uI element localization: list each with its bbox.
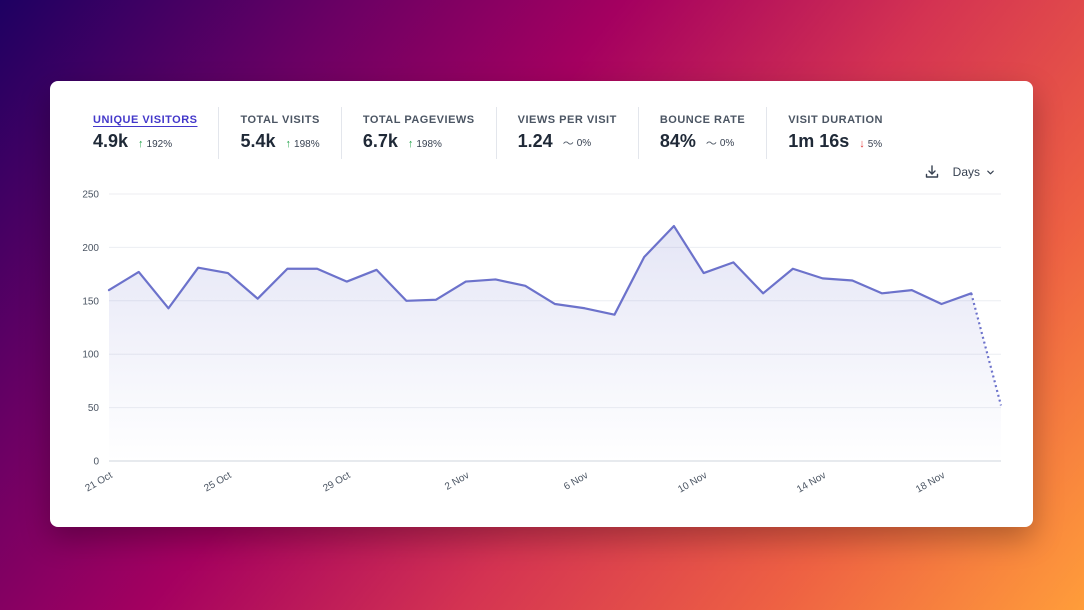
chevron-down-icon: [987, 170, 994, 174]
data-point[interactable]: [611, 312, 617, 318]
stat-value: 4.9k: [93, 131, 129, 151]
y-tick-label: 0: [93, 457, 99, 468]
data-point[interactable]: [463, 279, 469, 285]
data-point[interactable]: [939, 301, 945, 307]
x-tick-label: 29 Oct: [321, 470, 352, 494]
stat-value: 1.24: [517, 131, 553, 151]
stat-change-value: 198%: [416, 138, 442, 150]
stat-change-value: 5%: [867, 138, 883, 150]
data-point[interactable]: [582, 305, 588, 311]
stat-label: Visit duration: [788, 114, 883, 126]
data-point[interactable]: [760, 290, 766, 296]
data-point[interactable]: [255, 296, 261, 302]
stat-visit-duration[interactable]: Visit duration 1m 16s ↓ 5%: [766, 107, 904, 159]
stat-total-pageviews[interactable]: Total pageviews 6.7k ↑ 198%: [340, 107, 496, 159]
x-tick-label: 25 Oct: [202, 470, 233, 494]
data-point[interactable]: [641, 254, 647, 260]
stats-row: Unique visitors 4.9k ↑ 192% Total visits …: [72, 107, 904, 159]
stat-unique-visitors[interactable]: Unique visitors 4.9k ↑ 192%: [72, 107, 218, 159]
data-point[interactable]: [433, 297, 439, 303]
arrow-up-icon: ↑: [285, 138, 292, 150]
data-point[interactable]: [671, 223, 677, 229]
stat-label: Unique visitors: [93, 114, 198, 126]
data-point[interactable]: [909, 287, 915, 293]
stat-change-value: 198%: [294, 138, 320, 150]
x-tick-label: 21 Oct: [83, 470, 114, 494]
data-point[interactable]: [284, 266, 290, 272]
stat-change-value: 0%: [719, 137, 735, 149]
series-area: [109, 226, 1001, 461]
data-point[interactable]: [195, 265, 201, 271]
stat-views-per-visit[interactable]: Views per visit 1.24 〜 0%: [495, 107, 638, 159]
data-point[interactable]: [374, 267, 380, 273]
stat-total-visits[interactable]: Total visits 5.4k ↑ 198%: [218, 107, 340, 159]
data-point[interactable]: [165, 305, 171, 311]
arrow-up-icon: ↑: [407, 138, 414, 150]
data-point[interactable]: [790, 266, 796, 272]
data-point[interactable]: [968, 290, 974, 296]
data-point[interactable]: [701, 270, 707, 276]
stat-change-value: 192%: [146, 138, 173, 150]
stat-label: Total pageviews: [362, 114, 475, 126]
stat-change: ↓ 5%: [859, 138, 882, 150]
y-tick-label: 150: [82, 296, 99, 307]
stat-label: Views per visit: [517, 114, 617, 126]
arrow-down-icon: ↓: [859, 138, 865, 150]
data-point[interactable]: [998, 402, 1004, 408]
data-point[interactable]: [522, 283, 528, 289]
stat-label: Bounce rate: [659, 114, 746, 126]
series-line-partial: [970, 293, 1003, 406]
stat-bounce-rate[interactable]: Bounce rate 84% 〜 0%: [637, 107, 766, 159]
x-tick-label: 14 Nov: [795, 470, 828, 495]
data-point[interactable]: [493, 276, 499, 282]
data-point[interactable]: [314, 266, 320, 272]
y-tick-label: 100: [82, 350, 99, 361]
y-tick-label: 250: [82, 190, 99, 201]
stats-card: 0 50 100 150 200 250 21 Oct 25 Oct 29 Oct 2 Nov 6…: [50, 81, 1033, 527]
data-point[interactable]: [403, 298, 409, 304]
interval-picker[interactable]: Days: [953, 165, 995, 179]
data-point[interactable]: [879, 290, 885, 296]
tilde-icon: 〜: [705, 138, 717, 150]
arrow-up-icon: ↑: [138, 138, 144, 150]
data-point[interactable]: [136, 269, 142, 275]
data-point[interactable]: [225, 270, 231, 276]
stat-change: 〜 0%: [706, 135, 734, 151]
x-tick-label: 18 Nov: [914, 470, 947, 495]
stat-value: 84%: [659, 131, 696, 151]
download-icon[interactable]: [924, 164, 940, 180]
data-point[interactable]: [344, 279, 350, 285]
data-point[interactable]: [106, 287, 112, 293]
stat-change: ↑ 198%: [408, 138, 442, 150]
stat-change: 〜 0%: [563, 135, 591, 151]
y-tick-label: 50: [88, 403, 100, 414]
series-line: [107, 224, 973, 316]
visitors-chart: 0 50 100 150 200 250 21 Oct 25 Oct 29 Oct 2 Nov 6…: [82, 190, 1004, 495]
chart-controls: Days: [924, 164, 995, 180]
x-tick-label: 2 Nov: [443, 470, 471, 493]
tilde-icon: 〜: [562, 138, 574, 150]
stat-label: Total visits: [240, 114, 320, 126]
stat-change-value: 0%: [576, 137, 592, 149]
data-point[interactable]: [730, 259, 736, 265]
stat-value: 6.7k: [362, 131, 398, 151]
stat-change: ↑ 192%: [138, 138, 172, 150]
stat-value: 5.4k: [240, 131, 276, 151]
x-tick-label: 10 Nov: [676, 470, 709, 495]
x-tick-label: 6 Nov: [562, 470, 590, 493]
data-point[interactable]: [820, 275, 826, 281]
stat-change: ↑ 198%: [286, 138, 320, 150]
data-point[interactable]: [849, 278, 855, 284]
data-point[interactable]: [552, 301, 558, 307]
stat-value: 1m 16s: [788, 131, 850, 151]
y-tick-label: 200: [82, 243, 99, 254]
interval-label: Days: [952, 165, 980, 179]
